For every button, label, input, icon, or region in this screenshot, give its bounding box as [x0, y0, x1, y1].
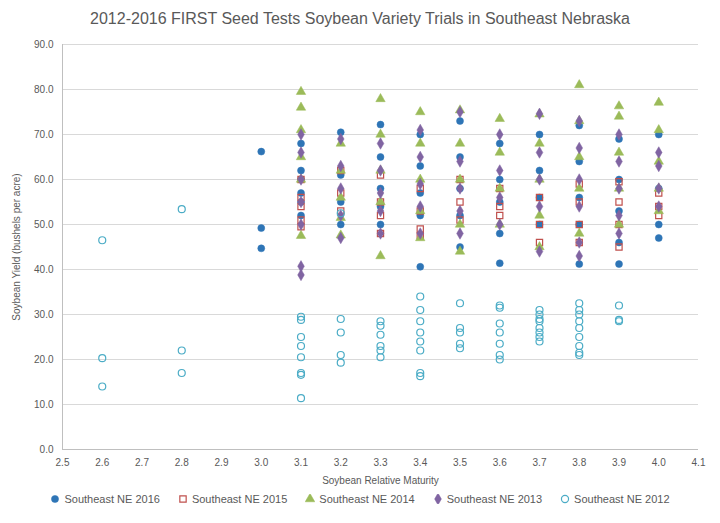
svg-text:3.4: 3.4 [413, 457, 427, 468]
svg-text:90.0: 90.0 [34, 39, 54, 50]
svg-text:3.2: 3.2 [334, 457, 348, 468]
html-text:2012-2016 FIRST Seed Tests Soy: 2012-2016 FIRST Seed Tests Soybean Varie… [90, 10, 630, 27]
svg-text:Soybean Relative Maturity: Soybean Relative Maturity [322, 475, 439, 486]
html-text:Southeast NE 2015: Southeast NE 2015 [191, 493, 288, 505]
svg-text:80.0: 80.0 [34, 84, 54, 95]
svg-text:40.0: 40.0 [34, 264, 54, 275]
svg-text:3.6: 3.6 [493, 457, 507, 468]
svg-text:60.0: 60.0 [34, 174, 54, 185]
svg-text:2.7: 2.7 [135, 457, 149, 468]
svg-text:3.9: 3.9 [612, 457, 626, 468]
svg-text:0.0: 0.0 [40, 444, 54, 455]
svg-text:3.0: 3.0 [254, 457, 268, 468]
svg-text:50.0: 50.0 [34, 219, 54, 230]
svg-text:3.8: 3.8 [572, 457, 586, 468]
html-text:Southeast NE 2013: Southeast NE 2013 [446, 493, 543, 505]
svg-text:2.5: 2.5 [56, 457, 70, 468]
svg-text:10.0: 10.0 [34, 399, 54, 410]
svg-text:2.6: 2.6 [95, 457, 109, 468]
svg-text:3.7: 3.7 [533, 457, 547, 468]
svg-text:4.0: 4.0 [652, 457, 666, 468]
svg-text:2.8: 2.8 [175, 457, 189, 468]
html-text:Southeast NE 2014: Southeast NE 2014 [319, 493, 415, 505]
html-text:Southeast NE 2012: Southeast NE 2012 [574, 493, 670, 505]
svg-text:70.0: 70.0 [34, 129, 54, 140]
html-text:Southeast NE 2016: Southeast NE 2016 [64, 493, 160, 505]
svg-text:20.0: 20.0 [34, 354, 54, 365]
svg-text:3.3: 3.3 [374, 457, 388, 468]
svg-text:3.1: 3.1 [294, 457, 308, 468]
svg-text:2.9: 2.9 [215, 457, 229, 468]
svg-text:Soybean Yield (bushels per acr: Soybean Yield (bushels per acre) [11, 173, 22, 320]
svg-text:4.1: 4.1 [692, 457, 706, 468]
svg-text:30.0: 30.0 [34, 309, 54, 320]
svg-text:3.5: 3.5 [453, 457, 467, 468]
